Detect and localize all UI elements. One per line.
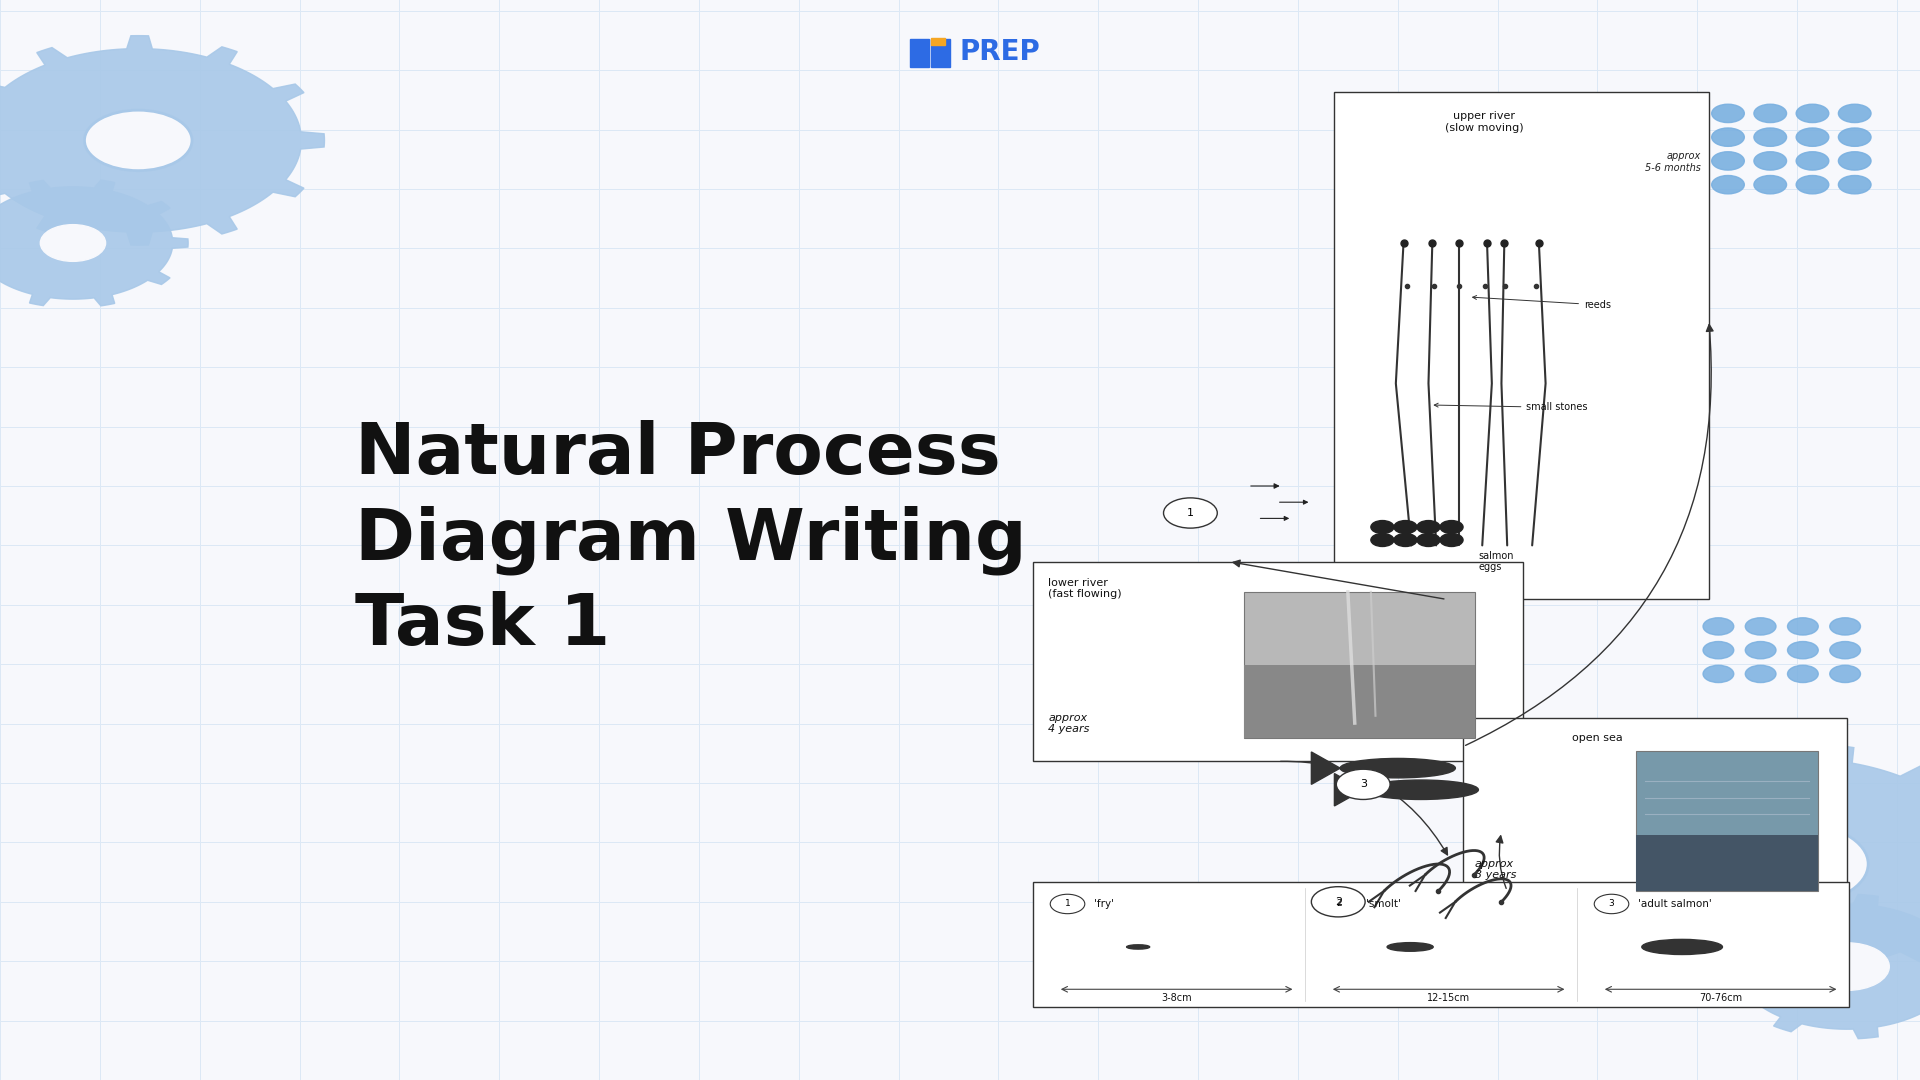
Circle shape [1755,152,1786,170]
Circle shape [1722,823,1868,905]
Circle shape [1788,665,1818,683]
Circle shape [1417,534,1440,546]
Circle shape [1745,642,1776,659]
Circle shape [1050,894,1085,914]
Ellipse shape [1340,758,1455,778]
Circle shape [1830,642,1860,659]
FancyArrowPatch shape [1465,324,1713,745]
Bar [1033,882,1849,1007]
Text: 'fry': 'fry' [1094,899,1114,909]
Text: 3: 3 [1609,900,1615,908]
Ellipse shape [1386,943,1432,951]
Polygon shape [0,180,188,306]
Circle shape [1440,534,1463,546]
Circle shape [84,110,192,171]
Circle shape [1839,175,1870,194]
Bar [1244,592,1475,738]
Text: 3: 3 [1359,780,1367,789]
Circle shape [1797,105,1830,122]
Text: 1: 1 [1187,508,1194,518]
Circle shape [1805,943,1889,990]
Polygon shape [1722,894,1920,1039]
Bar [1244,664,1475,738]
Text: Natural Process
Diagram Writing
Task 1: Natural Process Diagram Writing Task 1 [355,420,1027,660]
Circle shape [1394,534,1417,546]
Circle shape [1830,665,1860,683]
Ellipse shape [1642,940,1722,955]
Circle shape [1670,105,1701,122]
Circle shape [1713,152,1743,170]
Text: upper river
(slow moving): upper river (slow moving) [1446,111,1523,133]
Circle shape [1670,127,1701,146]
Text: salmon
eggs: salmon eggs [1478,551,1513,572]
Text: 'smolt': 'smolt' [1367,899,1402,909]
Circle shape [1830,618,1860,635]
Polygon shape [1311,752,1340,784]
Circle shape [1713,127,1743,146]
Circle shape [1703,618,1734,635]
Ellipse shape [1127,945,1150,949]
Circle shape [1839,127,1870,146]
Circle shape [1797,175,1830,194]
Text: 1: 1 [1066,900,1069,908]
Circle shape [40,225,106,261]
Circle shape [1394,521,1417,534]
Bar [1033,562,1523,761]
Circle shape [1745,665,1776,683]
Bar [910,39,929,67]
Circle shape [1839,152,1870,170]
Polygon shape [1580,745,1920,983]
Text: PREP: PREP [960,38,1041,66]
FancyArrowPatch shape [1281,761,1448,855]
FancyArrowPatch shape [1496,836,1505,889]
Circle shape [1703,642,1734,659]
Polygon shape [0,36,324,245]
Text: open sea: open sea [1572,733,1622,743]
FancyArrowPatch shape [1233,561,1444,599]
Circle shape [1703,665,1734,683]
Text: 2: 2 [1334,896,1342,907]
Circle shape [1755,105,1786,122]
Circle shape [1797,127,1830,146]
Bar [931,39,950,67]
Circle shape [1670,152,1701,170]
Polygon shape [1334,773,1363,806]
Bar [1636,751,1818,891]
Bar [1636,835,1818,891]
Circle shape [1311,887,1365,917]
Circle shape [1788,642,1818,659]
Ellipse shape [1363,780,1478,799]
Bar [1463,718,1847,907]
Text: lower river
(fast flowing): lower river (fast flowing) [1048,578,1121,599]
Circle shape [1336,769,1390,799]
Text: 3-8cm: 3-8cm [1162,993,1192,1002]
Circle shape [1594,894,1628,914]
Text: 70-76cm: 70-76cm [1699,993,1741,1002]
Circle shape [1713,175,1743,194]
Bar [1334,92,1709,599]
Circle shape [1323,894,1357,914]
Circle shape [1164,498,1217,528]
Text: 'adult salmon': 'adult salmon' [1638,899,1713,909]
Text: approx
4 years: approx 4 years [1048,713,1091,734]
Circle shape [1713,105,1743,122]
Circle shape [1745,618,1776,635]
Circle shape [1371,534,1394,546]
Text: 2: 2 [1336,900,1342,908]
Text: approx
5-6 months: approx 5-6 months [1645,151,1701,173]
Bar [931,38,945,45]
Text: small stones: small stones [1434,403,1588,413]
Circle shape [1839,105,1870,122]
Text: 12-15cm: 12-15cm [1427,993,1471,1002]
Circle shape [1755,127,1786,146]
Circle shape [1755,175,1786,194]
Circle shape [1417,521,1440,534]
Circle shape [1440,521,1463,534]
Text: approx
3 years: approx 3 years [1475,859,1517,880]
Circle shape [1788,618,1818,635]
Circle shape [1371,521,1394,534]
Circle shape [1797,152,1830,170]
Text: reeds: reeds [1473,296,1611,310]
Circle shape [1670,175,1701,194]
